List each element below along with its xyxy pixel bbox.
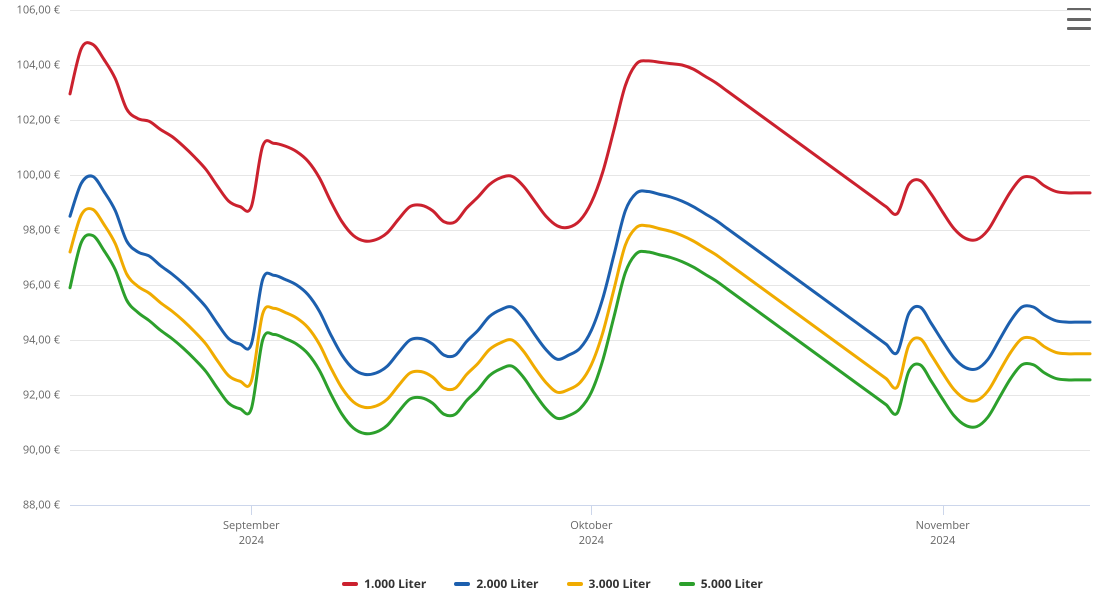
- legend-label: 3.000 Liter: [589, 575, 651, 592]
- legend-item[interactable]: 1.000 Liter: [342, 575, 426, 592]
- legend-label: 5.000 Liter: [701, 575, 763, 592]
- legend-swatch-icon: [567, 582, 583, 586]
- price-chart: 88,00 €90,00 €92,00 €94,00 €96,00 €98,00…: [0, 0, 1105, 602]
- legend-label: 1.000 Liter: [364, 575, 426, 592]
- legend-item[interactable]: 2.000 Liter: [454, 575, 538, 592]
- legend-item[interactable]: 3.000 Liter: [567, 575, 651, 592]
- legend: 1.000 Liter 2.000 Liter 3.000 Liter 5.000 L…: [0, 575, 1105, 592]
- legend-swatch-icon: [679, 582, 695, 586]
- legend-label: 2.000 Liter: [476, 575, 538, 592]
- chart-plot-area: [0, 0, 1105, 602]
- series-line: [70, 43, 1090, 242]
- series-line: [70, 209, 1090, 408]
- legend-item[interactable]: 5.000 Liter: [679, 575, 763, 592]
- legend-swatch-icon: [454, 582, 470, 586]
- legend-swatch-icon: [342, 582, 358, 586]
